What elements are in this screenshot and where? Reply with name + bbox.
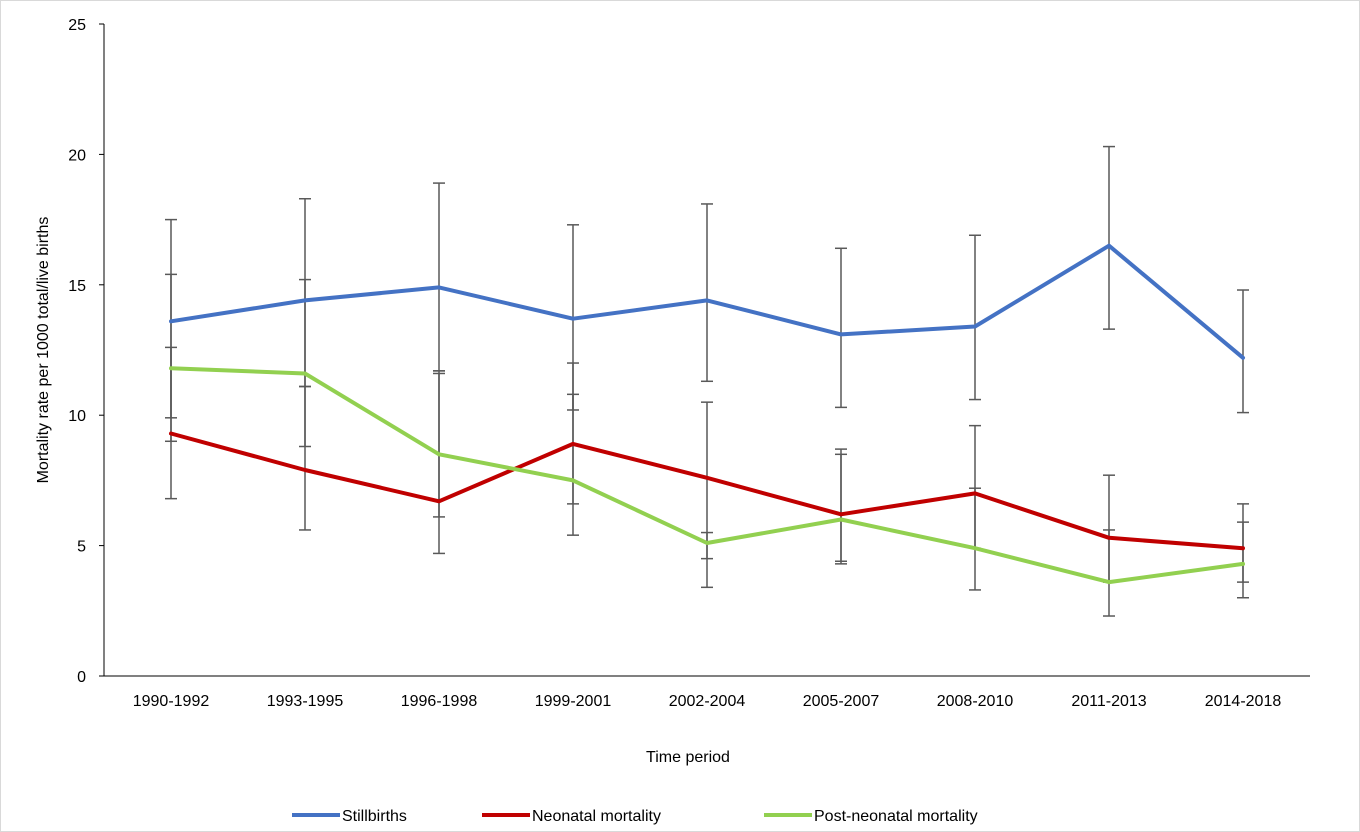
axes: 0 5 10 15 20 25 1990-1992 1993-1995 1996-1998 199… [68, 17, 1310, 710]
y-tick-label: 10 [68, 408, 86, 425]
x-tick-label: 1993-1995 [267, 693, 344, 710]
y-tick-label: 20 [68, 147, 86, 164]
y-tick-label: 5 [77, 539, 86, 556]
x-tick-label: 2005-2007 [803, 693, 880, 710]
legend: Stillbirths Neonatal mortality Post-neonat… [292, 808, 978, 825]
legend-label-stillbirths: Stillbirths [342, 808, 407, 825]
x-tick-label: 2011-2013 [1071, 693, 1146, 710]
x-tick-label: 1990-1992 [133, 693, 210, 710]
x-tick-label: 1996-1998 [401, 693, 478, 710]
series-lines [169, 243, 1245, 585]
y-axis-title: Mortality rate per 1000 total/live birth… [35, 217, 52, 484]
y-tick-label: 15 [68, 278, 86, 295]
y-tick-label: 25 [68, 17, 86, 34]
x-tick-label: 1999-2001 [535, 693, 612, 710]
legend-label-post-neonatal-mortality: Post-neonatal mortality [814, 808, 978, 825]
x-tick-label: 2014-2018 [1205, 693, 1282, 710]
x-tick-label: 2002-2004 [669, 693, 746, 710]
legend-label-neonatal-mortality: Neonatal mortality [532, 808, 661, 825]
y-tick-label: 0 [77, 669, 86, 686]
x-tick-label: 2008-2010 [937, 693, 1014, 710]
x-axis-title: Time period [646, 749, 730, 766]
error-bars [165, 145, 1249, 617]
